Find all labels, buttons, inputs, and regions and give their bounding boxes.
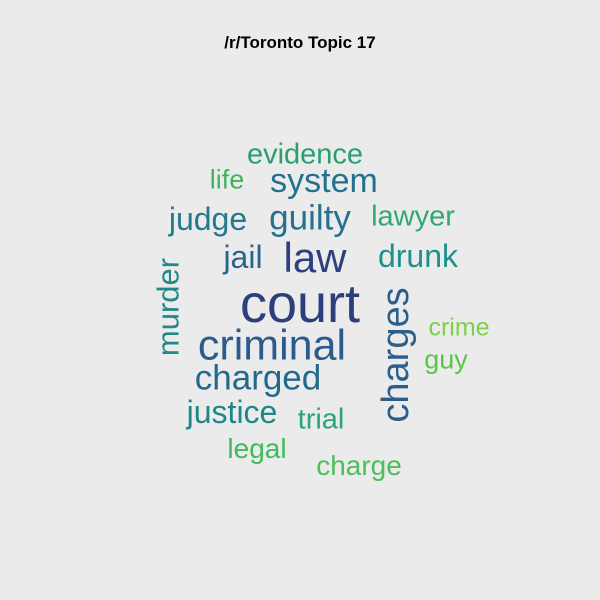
word-charged: charged (194, 358, 322, 398)
word-charge: charge (316, 450, 402, 481)
word-charges: charges (375, 287, 417, 423)
word-trial: trial (297, 403, 345, 436)
word-law: law (283, 234, 347, 281)
word-criminal: criminal (197, 321, 347, 370)
word-judge: judge (168, 201, 248, 237)
word-life: life (209, 164, 245, 195)
word-justice: justice (186, 394, 278, 430)
word-lawyer: lawyer (371, 200, 455, 233)
word-system: system (270, 162, 378, 200)
word-drunk: drunk (377, 238, 459, 274)
word-court: court (239, 274, 361, 334)
word-guy: guy (424, 344, 468, 375)
word-evidence: evidence (246, 138, 364, 171)
word-guilty: guilty (269, 198, 351, 238)
word-legal: legal (227, 433, 287, 464)
chart-title: /r/Toronto Topic 17 (224, 33, 376, 52)
word-jail: jail (223, 239, 263, 275)
word-murder: murder (150, 257, 186, 357)
word-crime: crime (428, 313, 490, 342)
